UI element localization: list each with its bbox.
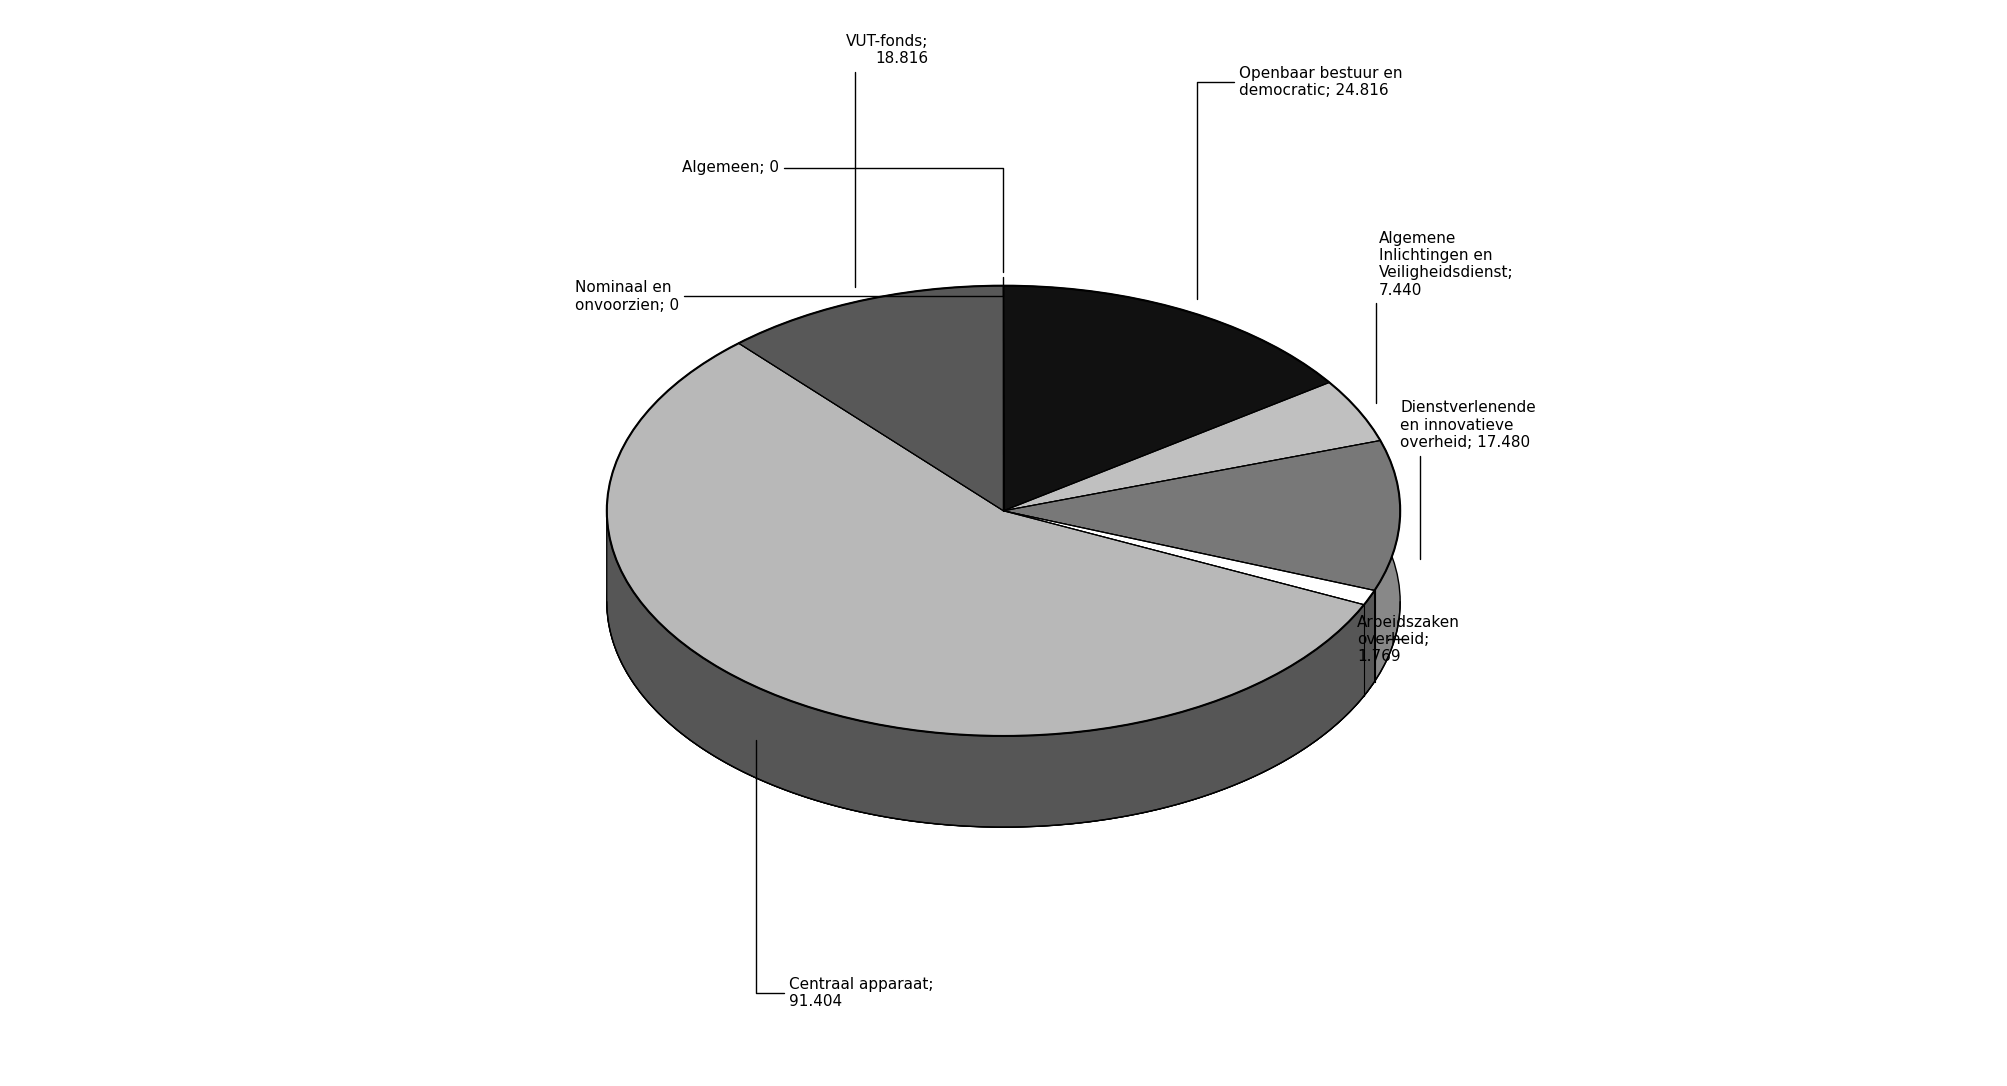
Text: Centraal apparaat;
91.404: Centraal apparaat; 91.404	[757, 741, 933, 1010]
Polygon shape	[1004, 382, 1381, 510]
Text: Nominaal en
onvoorzien; 0: Nominaal en onvoorzien; 0	[574, 277, 1004, 313]
Text: Dienstverlenende
en innovatieve
overheid; 17.480: Dienstverlenende en innovatieve overheid…	[1401, 400, 1535, 558]
Ellipse shape	[606, 377, 1401, 828]
Polygon shape	[1004, 441, 1401, 591]
Text: VUT-fonds;
18.816: VUT-fonds; 18.816	[847, 34, 929, 288]
Polygon shape	[1004, 286, 1329, 510]
Text: Arbeidszaken
overheid;
1.769: Arbeidszaken overheid; 1.769	[1357, 615, 1461, 665]
Text: Algemeen; 0: Algemeen; 0	[682, 161, 1004, 272]
Polygon shape	[739, 286, 1004, 510]
Text: Openbaar bestuur en
democratic; 24.816: Openbaar bestuur en democratic; 24.816	[1196, 66, 1403, 299]
Polygon shape	[606, 343, 1365, 736]
Polygon shape	[606, 510, 1365, 828]
Polygon shape	[1365, 591, 1375, 696]
Polygon shape	[606, 510, 1375, 828]
Polygon shape	[1004, 510, 1375, 605]
Text: Algemene
Inlichtingen en
Veiligheidsdienst;
7.440: Algemene Inlichtingen en Veiligheidsdien…	[1377, 230, 1513, 403]
